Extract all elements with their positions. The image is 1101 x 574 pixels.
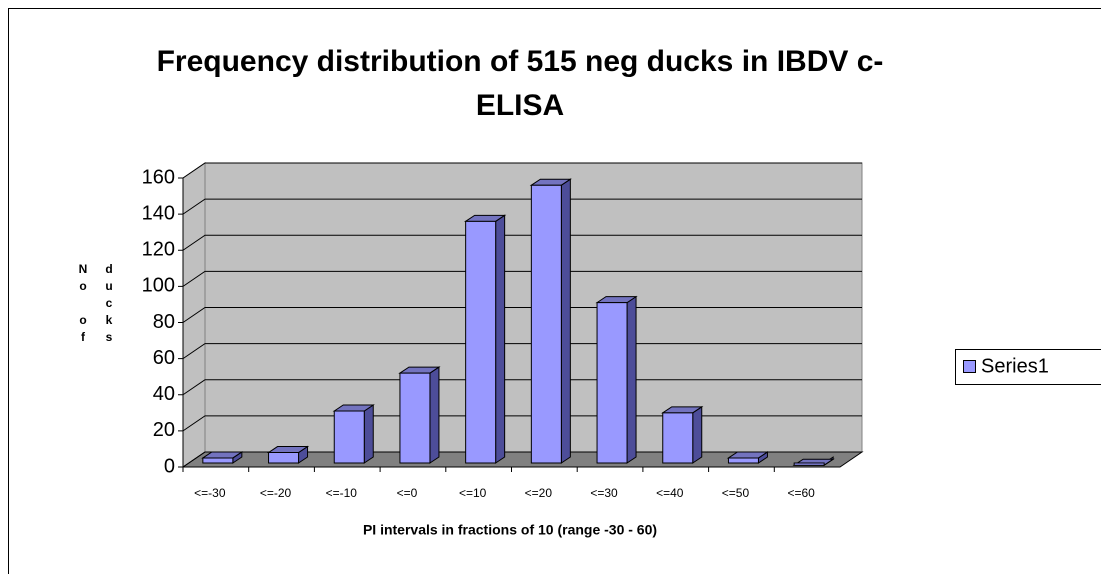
bar: [529, 178, 573, 464]
bar-front: [662, 412, 694, 464]
bar: [792, 456, 835, 467]
grid-line: [182, 379, 862, 396]
bar: [463, 214, 507, 464]
grid-line: [182, 234, 862, 251]
chart-frame: [8, 8, 1101, 574]
y-tick-label: 0: [164, 455, 175, 477]
bar-front: [727, 457, 759, 464]
bar-side: [429, 366, 440, 464]
bar: [398, 366, 441, 464]
grid-line: [182, 415, 862, 432]
y-tick-label: 40: [153, 383, 175, 405]
x-tick-label: <=60: [787, 486, 815, 500]
y-axis-label: No of ducks: [76, 262, 116, 347]
bar: [332, 404, 375, 464]
bar-front: [202, 457, 234, 464]
x-tick-label: <=0: [397, 486, 418, 500]
bar-front: [399, 372, 431, 464]
x-tick-label: <=-10: [326, 486, 358, 500]
x-tick-label: <=-30: [194, 486, 226, 500]
bar-side: [495, 214, 506, 464]
bar-front: [793, 462, 825, 466]
legend-swatch: [963, 360, 976, 373]
bar-front: [465, 220, 497, 464]
legend-label: Series1: [981, 355, 1049, 377]
bar: [201, 451, 244, 464]
y-tick-label: 160: [142, 166, 175, 188]
bar-front: [333, 410, 365, 464]
grid-line: [182, 343, 862, 360]
bar: [266, 445, 310, 464]
y-tick-label: 120: [142, 239, 175, 261]
legend-box: [955, 349, 1101, 385]
bar-front: [268, 452, 300, 464]
bar: [726, 451, 770, 464]
y-tick-label: 100: [142, 275, 175, 297]
y-tick-label: 60: [153, 347, 175, 369]
grid-line: [182, 270, 862, 287]
bar: [595, 295, 638, 464]
x-tick-label: <=20: [525, 486, 553, 500]
x-tick-label: <=30: [590, 486, 618, 500]
x-axis-label: PI intervals in fractions of 10 (range -…: [363, 522, 657, 538]
bar-side: [692, 405, 703, 464]
grid-line: [182, 307, 862, 323]
x-tick-label: <=50: [722, 486, 750, 500]
bar-front: [530, 184, 562, 464]
bar-front: [596, 302, 628, 464]
bar-side: [626, 295, 637, 464]
bar: [661, 405, 704, 464]
y-tick-label: 80: [153, 311, 175, 333]
grid-line: [182, 162, 862, 179]
grid-line: [182, 198, 862, 215]
chart-title: Frequency distribution of 515 neg ducks …: [156, 45, 884, 122]
x-tick-label: <=10: [459, 486, 487, 500]
bar-side: [560, 178, 571, 464]
y-tick-label: 20: [153, 419, 175, 441]
x-tick-label: <=-20: [260, 486, 292, 500]
x-tick-label: <=40: [656, 486, 684, 500]
grid-line: [182, 451, 862, 468]
y-tick-label: 140: [142, 202, 175, 224]
bar-side: [363, 404, 374, 464]
